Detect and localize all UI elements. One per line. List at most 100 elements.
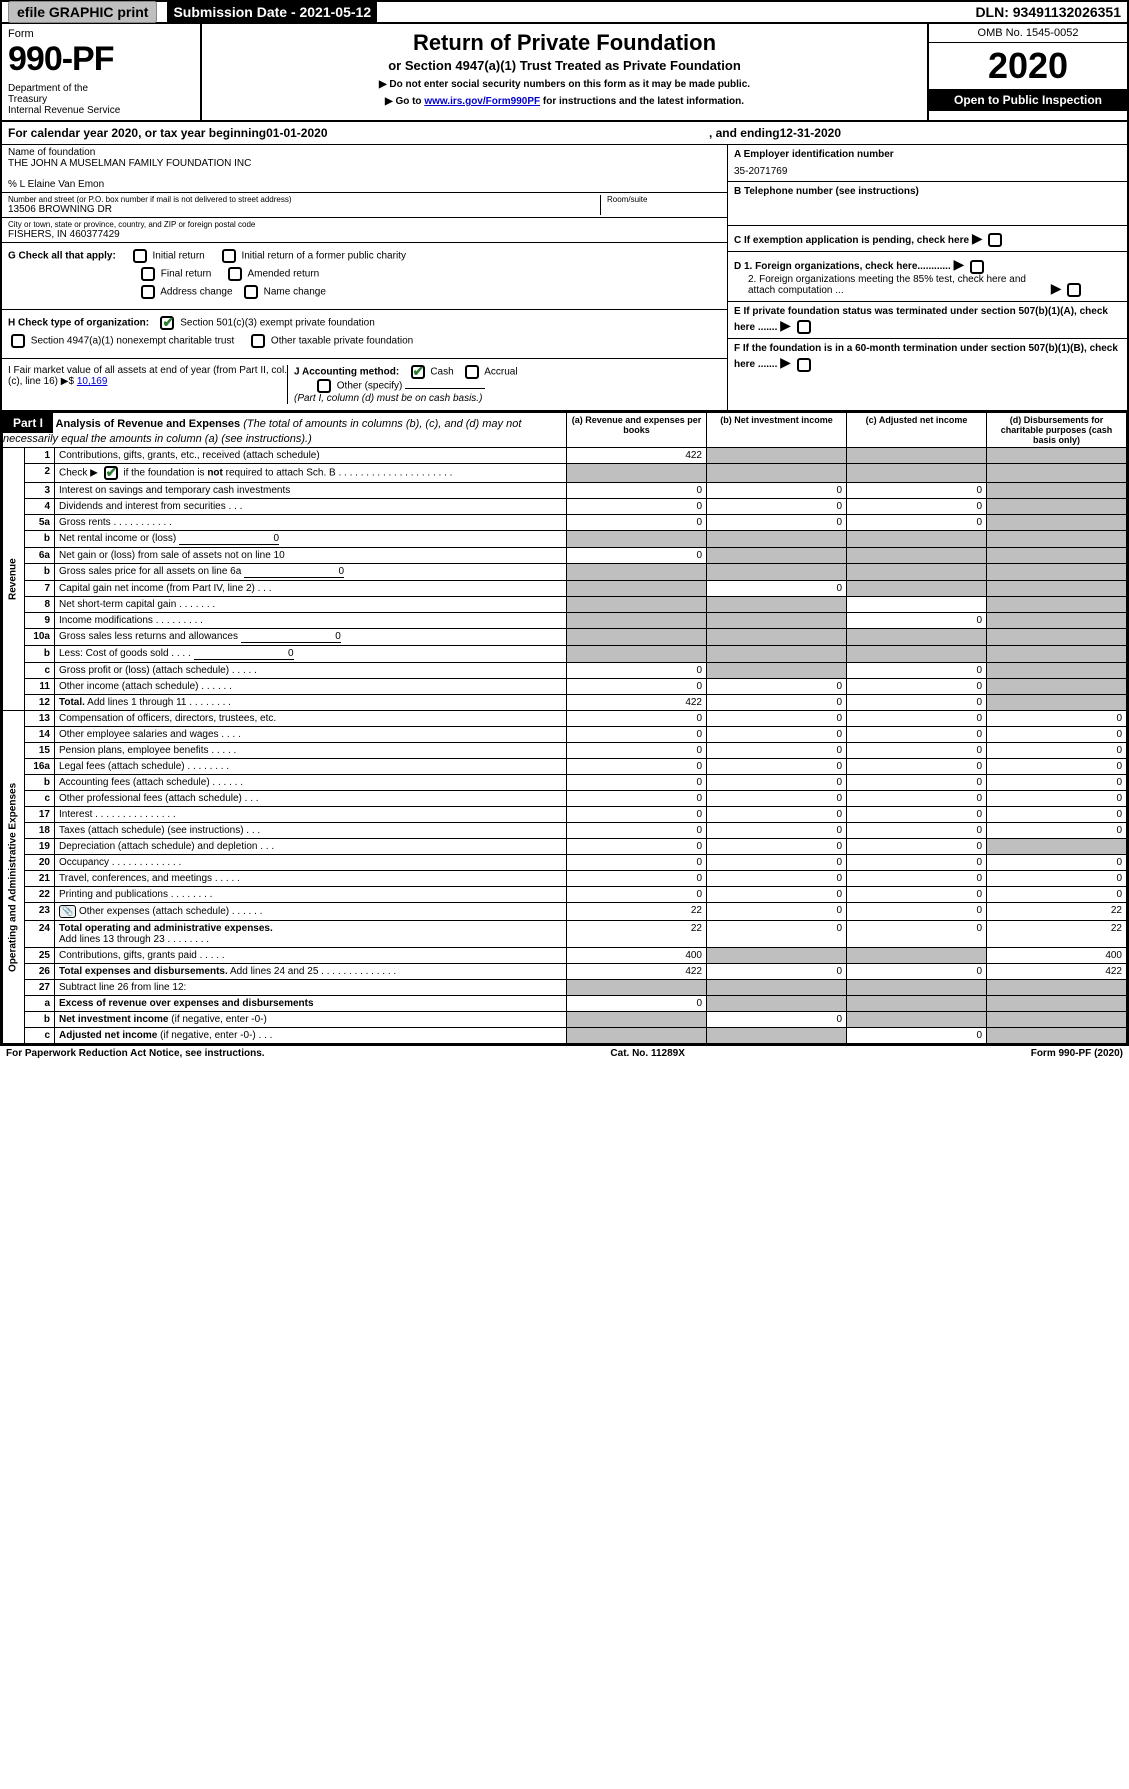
amount-cell: 0 bbox=[987, 743, 1127, 759]
checkbox-amended-return[interactable] bbox=[228, 267, 242, 281]
amount-cell: 0 bbox=[987, 727, 1127, 743]
amount-cell bbox=[707, 548, 847, 564]
row-description: Net investment income (if negative, ente… bbox=[55, 1012, 567, 1028]
checkbox-other-method[interactable] bbox=[317, 379, 331, 393]
table-row: 4Dividends and interest from securities … bbox=[3, 499, 1127, 515]
efile-button[interactable]: efile GRAPHIC print bbox=[8, 1, 157, 23]
row-description: Adjusted net income (if negative, enter … bbox=[55, 1028, 567, 1044]
amount-cell bbox=[987, 996, 1127, 1012]
amount-cell: 0 bbox=[847, 855, 987, 871]
checkbox-e[interactable] bbox=[797, 320, 811, 334]
amount-cell: 0 bbox=[707, 727, 847, 743]
checkbox-initial-return[interactable] bbox=[133, 249, 147, 263]
row-description: Pension plans, employee benefits . . . .… bbox=[55, 743, 567, 759]
amount-cell: 0 bbox=[847, 871, 987, 887]
amount-cell bbox=[987, 629, 1127, 646]
amount-cell: 0 bbox=[567, 499, 707, 515]
table-row: cGross profit or (loss) (attach schedule… bbox=[3, 663, 1127, 679]
amount-cell bbox=[847, 581, 987, 597]
amount-cell bbox=[567, 1012, 707, 1028]
amount-cell: 400 bbox=[987, 948, 1127, 964]
row-number: 12 bbox=[25, 695, 55, 711]
form-subtitle: or Section 4947(a)(1) Trust Treated as P… bbox=[208, 58, 921, 73]
row-description: Gross rents . . . . . . . . . . . bbox=[55, 515, 567, 531]
checkbox-sch-b[interactable] bbox=[104, 466, 118, 480]
paperwork-notice: For Paperwork Reduction Act Notice, see … bbox=[6, 1048, 265, 1059]
amount-cell bbox=[987, 679, 1127, 695]
checkbox-d1[interactable] bbox=[970, 260, 984, 274]
checkbox-name-change[interactable] bbox=[244, 285, 258, 299]
row-description: Total expenses and disbursements. Add li… bbox=[55, 964, 567, 980]
schedule-icon[interactable]: 📎 bbox=[59, 905, 76, 918]
row-number: 9 bbox=[25, 613, 55, 629]
irs-link[interactable]: www.irs.gov/Form990PF bbox=[424, 96, 540, 107]
amount-cell bbox=[847, 1012, 987, 1028]
checkbox-cash[interactable] bbox=[411, 365, 425, 379]
form-note-2: ▶ Go to www.irs.gov/Form990PF for instru… bbox=[208, 96, 921, 107]
entity-info: Name of foundation THE JOHN A MUSELMAN F… bbox=[0, 145, 1129, 412]
amount-cell bbox=[847, 948, 987, 964]
amount-cell bbox=[567, 613, 707, 629]
checkbox-d2[interactable] bbox=[1067, 283, 1081, 297]
ein-label: A Employer identification number bbox=[734, 149, 894, 160]
amount-cell: 0 bbox=[847, 921, 987, 948]
checkbox-initial-former[interactable] bbox=[222, 249, 236, 263]
amount-cell: 0 bbox=[707, 871, 847, 887]
row-description: Net gain or (loss) from sale of assets n… bbox=[55, 548, 567, 564]
checkbox-final-return[interactable] bbox=[141, 267, 155, 281]
amount-cell: 0 bbox=[987, 759, 1127, 775]
table-row: 12Total. Add lines 1 through 11 . . . . … bbox=[3, 695, 1127, 711]
amount-cell: 0 bbox=[567, 791, 707, 807]
amount-cell: 422 bbox=[567, 695, 707, 711]
row-number: 2 bbox=[25, 464, 55, 483]
amount-cell bbox=[847, 996, 987, 1012]
amount-cell bbox=[567, 980, 707, 996]
amount-cell bbox=[567, 1028, 707, 1044]
row-number: a bbox=[25, 996, 55, 1012]
table-row: 5aGross rents . . . . . . . . . . .000 bbox=[3, 515, 1127, 531]
amount-cell: 0 bbox=[847, 663, 987, 679]
table-row: Operating and Administrative Expenses13C… bbox=[3, 711, 1127, 727]
amount-cell: 0 bbox=[847, 964, 987, 980]
amount-cell: 0 bbox=[987, 871, 1127, 887]
row-number: 4 bbox=[25, 499, 55, 515]
amount-cell bbox=[707, 531, 847, 548]
table-row: 10aGross sales less returns and allowanc… bbox=[3, 629, 1127, 646]
row-number: 21 bbox=[25, 871, 55, 887]
checkbox-501c3[interactable] bbox=[160, 316, 174, 330]
dept-label: Department of theTreasuryInternal Revenu… bbox=[8, 83, 194, 116]
amount-cell: 0 bbox=[847, 791, 987, 807]
amount-cell: 0 bbox=[567, 871, 707, 887]
amount-cell: 0 bbox=[707, 581, 847, 597]
checkbox-c[interactable] bbox=[988, 233, 1002, 247]
row-description: Other income (attach schedule) . . . . .… bbox=[55, 679, 567, 695]
row-number: 10a bbox=[25, 629, 55, 646]
checkbox-f[interactable] bbox=[797, 358, 811, 372]
amount-cell: 0 bbox=[987, 791, 1127, 807]
section-h: H Check type of organization: Section 50… bbox=[8, 316, 721, 330]
section-c: C If exemption application is pending, c… bbox=[728, 226, 1127, 252]
amount-cell: 0 bbox=[707, 679, 847, 695]
amount-cell bbox=[847, 597, 987, 613]
checkbox-other-taxable[interactable] bbox=[251, 334, 265, 348]
section-d: D 1. Foreign organizations, check here..… bbox=[728, 252, 1127, 302]
amount-cell: 0 bbox=[567, 996, 707, 1012]
tax-year: 2020 bbox=[929, 43, 1127, 89]
amount-cell bbox=[567, 531, 707, 548]
checkbox-accrual[interactable] bbox=[465, 365, 479, 379]
dln: DLN: 93491132026351 bbox=[969, 2, 1127, 22]
amount-cell: 0 bbox=[567, 743, 707, 759]
amount-cell: 0 bbox=[847, 695, 987, 711]
row-description: Less: Cost of goods sold . . . . 0 bbox=[55, 646, 567, 663]
form-note-1: ▶ Do not enter social security numbers o… bbox=[208, 79, 921, 90]
amount-cell: 0 bbox=[707, 775, 847, 791]
table-row: bAccounting fees (attach schedule) . . .… bbox=[3, 775, 1127, 791]
amount-cell bbox=[847, 980, 987, 996]
calendar-year-row: For calendar year 2020, or tax year begi… bbox=[0, 122, 1129, 145]
col-c-header: (c) Adjusted net income bbox=[847, 413, 987, 448]
amount-cell: 0 bbox=[847, 483, 987, 499]
checkbox-4947a1[interactable] bbox=[11, 334, 25, 348]
checkbox-address-change[interactable] bbox=[141, 285, 155, 299]
submission-date: Submission Date - 2021-05-12 bbox=[167, 2, 377, 22]
row-description: Legal fees (attach schedule) . . . . . .… bbox=[55, 759, 567, 775]
